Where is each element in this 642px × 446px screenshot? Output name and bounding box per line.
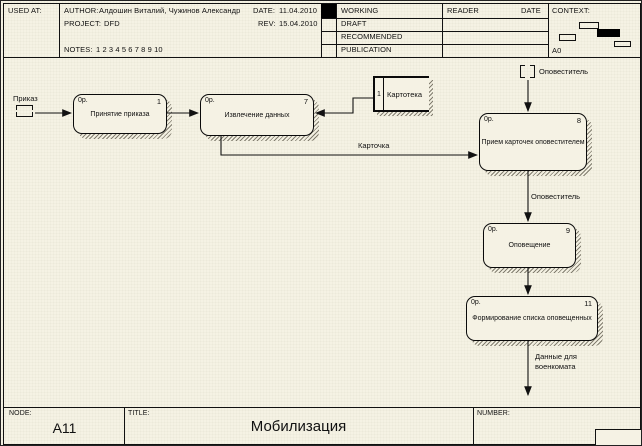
context-thumbnail-box-3: [614, 41, 631, 47]
reader-label: READER: [447, 6, 479, 15]
box-label: Формирование списка оповещенных: [472, 315, 592, 322]
box-cost: 0р.: [78, 97, 88, 104]
box-label: Прием карточек оповестителем: [481, 138, 585, 146]
box-label: Принятие приказа: [90, 110, 150, 118]
project-label: PROJECT:: [64, 19, 102, 28]
date-label: DATE:: [253, 6, 276, 15]
header-divider-2: [321, 4, 322, 57]
external-bracket-bottom-icon: [16, 112, 33, 117]
process-box-8[interactable]: 0р. 8 Прием карточек оповестителем: [479, 113, 587, 171]
author-label: AUTHOR:: [64, 6, 99, 15]
label-kartochka[interactable]: Карточка: [358, 141, 390, 150]
header-rowline-1: [321, 18, 548, 19]
external-bracket-right-icon: [530, 65, 535, 78]
used-at-label: USED AT:: [8, 6, 42, 15]
store-number: 1: [375, 78, 384, 110]
label-opovestitel-mid[interactable]: Оповеститель: [531, 192, 581, 201]
box-number: 11: [584, 299, 592, 308]
label-dannye-voenkomat[interactable]: Данные для военкомата: [535, 352, 577, 372]
header-divider-1: [59, 4, 60, 57]
notes-label: NOTES:: [64, 45, 93, 54]
external-label-Оповеститель[interactable]: Оповеститель: [539, 67, 589, 76]
status-publication: PUBLICATION: [341, 45, 392, 54]
footer-divider-1: [124, 407, 125, 444]
node-label: NODE:: [9, 410, 32, 417]
working-status-indicator: [321, 4, 336, 18]
box-cost: 0р.: [471, 299, 481, 306]
process-box-11[interactable]: 0р. 11 Формирование списка оповещенных: [466, 296, 598, 341]
context-thumbnail-box-2: [559, 34, 576, 41]
process-box-9[interactable]: 0р. 9 Оповещение: [483, 223, 576, 268]
external-bracket-left-icon: [520, 65, 525, 78]
number-box: [595, 429, 641, 445]
header-divider-4: [442, 4, 443, 57]
box-label: Оповещение: [508, 242, 551, 249]
rev-label: REV:: [258, 19, 276, 28]
context-thumbnail-box-1: [579, 22, 599, 29]
header-divider-5: [548, 4, 549, 57]
project-value: DFD: [104, 19, 120, 28]
footer-top-line: [4, 407, 640, 408]
reader-date-label: DATE: [521, 6, 541, 15]
number-label: NUMBER:: [477, 410, 510, 417]
box-number: 7: [303, 97, 308, 106]
date-value: 11.04.2010: [279, 6, 317, 15]
context-thumbnail-box-current: [597, 29, 620, 37]
data-store-Картотека[interactable]: 1 Картотека: [373, 76, 429, 112]
external-label-Приказ[interactable]: Приказ: [13, 94, 38, 103]
box-cost: 0р.: [205, 97, 215, 104]
box-cost: 0р.: [484, 116, 494, 123]
header-divider-3: [336, 4, 337, 57]
status-recommended: RECOMMENDED: [341, 32, 403, 41]
box-number: 9: [565, 226, 570, 235]
context-node-value: A0: [552, 46, 562, 55]
store-label: Картотека: [387, 89, 423, 99]
title-label: TITLE:: [128, 410, 150, 417]
box-number: 8: [576, 116, 581, 125]
process-box-1[interactable]: 0р. 1 Принятие приказа: [73, 94, 167, 134]
diagram-title: Мобилизация: [250, 418, 347, 435]
header-rowline-3: [321, 44, 548, 45]
header-bottom-line: [4, 57, 640, 58]
node-value: A11: [52, 420, 77, 436]
notes-value: 1 2 3 4 5 6 7 8 9 10: [96, 45, 163, 54]
author-value: Алдошин Виталий, Чужинов Александр: [99, 6, 241, 15]
process-box-7[interactable]: 0р. 7 Извлечение данных: [200, 94, 314, 136]
rev-value: 15.04.2010: [279, 19, 318, 28]
external-bracket-top-icon: [16, 105, 33, 110]
box-cost: 0р.: [488, 226, 498, 233]
footer-divider-2: [473, 407, 474, 444]
box-number: 1: [156, 97, 161, 106]
box-label: Извлечение данных: [224, 111, 290, 119]
context-label: CONTEXT:: [552, 6, 590, 15]
status-draft: DRAFT: [341, 19, 367, 28]
status-working: WORKING: [341, 6, 379, 15]
header-rowline-2: [321, 31, 548, 32]
